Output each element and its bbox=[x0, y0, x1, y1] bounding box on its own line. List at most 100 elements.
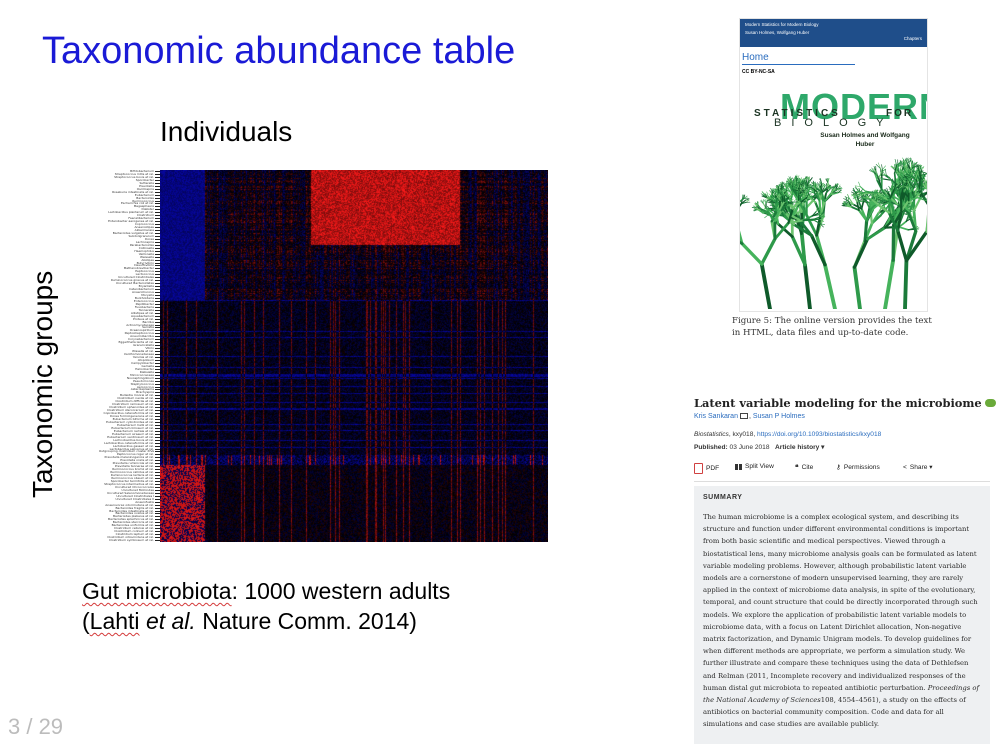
taxon-tick bbox=[155, 203, 160, 204]
taxon-tick bbox=[155, 257, 160, 258]
taxon-tick bbox=[155, 392, 160, 393]
taxon-tick bbox=[155, 316, 160, 317]
seaweed-frond bbox=[918, 177, 921, 192]
taxon-tick bbox=[155, 218, 160, 219]
taxon-label: Moryella bbox=[141, 293, 154, 297]
seaweed-frond bbox=[815, 208, 821, 212]
seaweed-frond bbox=[804, 177, 809, 182]
taxon-label: Klebsiella bbox=[139, 370, 154, 374]
taxon-label: Uncultured Mollicutes bbox=[121, 488, 155, 492]
taxon-tick bbox=[155, 475, 160, 476]
taxon-tick bbox=[155, 301, 160, 302]
seaweed-frond bbox=[821, 188, 829, 193]
taxon-tick bbox=[155, 322, 160, 323]
seaweed-frond bbox=[834, 185, 838, 191]
taxon-label: Eubacterium bbox=[134, 193, 154, 197]
seaweed-frond bbox=[923, 177, 927, 190]
pdf-button[interactable]: PDF bbox=[694, 463, 719, 474]
book-home-link[interactable]: Home bbox=[742, 52, 769, 63]
taxon-label: Streptococcus intermedius et rel. bbox=[104, 482, 154, 486]
taxon-label: Clostridium bbox=[136, 213, 154, 217]
pdf-icon bbox=[694, 463, 703, 474]
doi-link[interactable]: https://doi.org/10.1093/biostatistics/kx… bbox=[757, 431, 882, 438]
seaweed-frond bbox=[924, 173, 927, 175]
cite-button[interactable]: ❝ Cite bbox=[795, 463, 813, 472]
taxon-label: Streptococcus bovis et rel. bbox=[114, 175, 154, 179]
taxon-tick bbox=[155, 451, 160, 452]
taxon-tick bbox=[155, 490, 160, 491]
taxon-tick bbox=[155, 519, 160, 520]
seaweed-frond bbox=[902, 181, 906, 186]
seaweed-frond bbox=[837, 187, 843, 190]
taxon-tick bbox=[155, 177, 160, 178]
taxon-tick bbox=[155, 469, 160, 470]
taxon-label: Oceanospirillum bbox=[129, 328, 154, 332]
permissions-button[interactable]: ⚷ Permissions bbox=[836, 463, 880, 472]
taxon-label: Akkermansia bbox=[134, 228, 154, 232]
seaweed-frond bbox=[756, 201, 759, 206]
taxon-tick bbox=[155, 265, 160, 266]
seaweed-frond bbox=[902, 170, 906, 176]
seaweed-frond bbox=[805, 191, 809, 197]
summary-text: The human microbiome is a complex ecolog… bbox=[703, 511, 983, 731]
taxon-label: Butyrivibrio bbox=[136, 261, 154, 265]
article-history-dropdown[interactable]: Article history ▾ bbox=[775, 444, 825, 451]
taxon-tick bbox=[155, 227, 160, 228]
seaweed-frond bbox=[881, 191, 887, 194]
cover-word-for: FOR bbox=[886, 108, 914, 119]
seaweed-frond bbox=[845, 199, 848, 204]
split-view-button[interactable]: Split View bbox=[735, 463, 774, 470]
taxon-tick bbox=[155, 457, 160, 458]
seaweed-frond bbox=[894, 164, 898, 174]
taxon-label: Serratia bbox=[142, 325, 154, 329]
seaweed-frond bbox=[916, 192, 922, 199]
seaweed-frond bbox=[858, 181, 861, 187]
taxon-label: Helicobacter bbox=[135, 367, 154, 371]
seaweed-frond bbox=[811, 212, 819, 217]
book-home-underline bbox=[742, 64, 855, 65]
seaweed-frond bbox=[772, 195, 777, 199]
taxon-label: Dorea bbox=[145, 237, 154, 241]
seaweed-frond bbox=[819, 215, 826, 218]
seaweed-frond bbox=[852, 190, 858, 193]
taxon-tick bbox=[155, 230, 160, 231]
seaweed-frond bbox=[908, 199, 916, 214]
taxon-label: Xanthomonadaceae bbox=[123, 352, 154, 356]
summary-text-part-2: 108, 4554–4561), a study on the effects … bbox=[703, 696, 966, 729]
seaweed-frond bbox=[899, 176, 902, 182]
taxon-label: Prevotella tannerae et rel. bbox=[114, 464, 154, 468]
taxon-label: Oscillospira bbox=[136, 187, 154, 191]
seaweed-frond bbox=[880, 200, 889, 202]
author-link-sankaran[interactable]: Kris Sankaran bbox=[694, 413, 738, 420]
seaweed-frond bbox=[865, 226, 887, 241]
seaweed-frond bbox=[921, 171, 923, 176]
seaweed-frond bbox=[904, 229, 927, 263]
seaweed-frond bbox=[852, 194, 858, 200]
seaweed-frond bbox=[876, 179, 883, 191]
taxon-label: Eubacterium cylindroides et rel. bbox=[106, 420, 154, 424]
seaweed-frond bbox=[815, 207, 818, 212]
taxon-tick bbox=[155, 401, 160, 402]
seaweed-frond bbox=[823, 192, 833, 203]
taxon-label: Clostridium stercorarium et rel. bbox=[106, 408, 154, 412]
taxon-label: Ruminococcus gnavus et rel. bbox=[110, 278, 154, 282]
taxon-label: Dorea formicigenerans et rel. bbox=[109, 414, 154, 418]
envelope-icon[interactable] bbox=[739, 413, 748, 419]
taxon-label: Pseudomonas bbox=[133, 379, 154, 383]
taxon-label: Lactobacillus catenaformis et rel. bbox=[104, 441, 154, 445]
seaweed-frond bbox=[813, 185, 818, 190]
seaweed-frond bbox=[922, 199, 927, 201]
taxon-label: Prevotella melaninogenica et rel. bbox=[104, 455, 154, 459]
seaweed-frond bbox=[773, 208, 781, 222]
book-chapters-link[interactable]: Chapters bbox=[903, 36, 922, 41]
taxon-label: Ruminococcus bromii et rel. bbox=[112, 467, 154, 471]
taxon-tick bbox=[155, 460, 160, 461]
taxon-tick bbox=[155, 440, 160, 441]
share-button[interactable]: < Share ▾ bbox=[903, 463, 933, 472]
toolbar-divider bbox=[694, 481, 990, 482]
author-link-holmes[interactable]: Susan P Holmes bbox=[752, 413, 805, 420]
seaweed-frond bbox=[819, 185, 823, 193]
taxon-tick bbox=[155, 283, 160, 284]
seaweed-frond bbox=[918, 169, 921, 180]
taxon-tick bbox=[155, 493, 160, 494]
